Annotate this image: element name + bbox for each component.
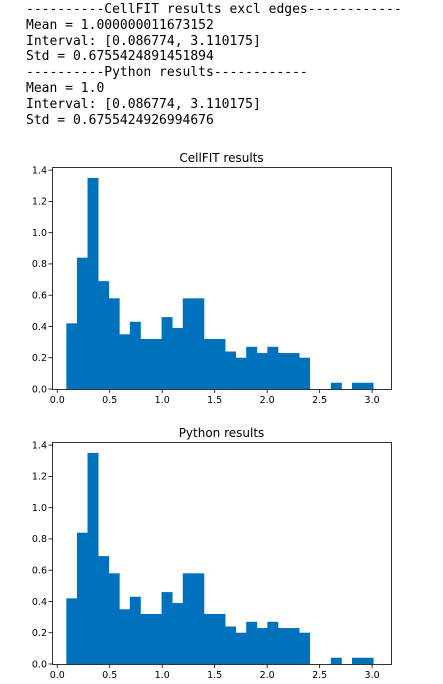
histogram-bar xyxy=(362,657,374,664)
histogram-bar xyxy=(267,346,279,389)
x-tick-label: 3.0 xyxy=(365,395,380,406)
y-tick-label: 0.0 xyxy=(32,659,47,670)
histogram-bar xyxy=(150,338,162,389)
histogram-bar xyxy=(203,613,215,664)
x-tick-label: 1.0 xyxy=(155,670,170,681)
histogram-bar xyxy=(76,257,88,389)
x-tick-label: 3.0 xyxy=(365,670,380,681)
y-tick-label: 1.2 xyxy=(32,472,47,483)
histogram-bar xyxy=(288,628,300,664)
histogram-bar xyxy=(214,613,226,664)
histogram-bar xyxy=(288,353,300,389)
histogram-bar xyxy=(119,609,131,664)
console-line: Std = 0.6755424891451894 xyxy=(26,49,214,65)
x-tick-label: 2.5 xyxy=(312,395,327,406)
histogram-bar xyxy=(277,628,289,664)
histogram-bar xyxy=(76,532,88,664)
histogram-bar xyxy=(87,452,99,664)
histogram-bar xyxy=(129,321,141,389)
console-line: Std = 0.6755424926994676 xyxy=(26,112,214,128)
x-tick-label: 0.5 xyxy=(102,670,117,681)
histogram-bar xyxy=(267,621,279,664)
histogram-bar xyxy=(235,632,247,664)
y-tick-label: 0.4 xyxy=(32,322,47,333)
x-tick-label: 1.5 xyxy=(207,670,222,681)
histogram-bar xyxy=(203,338,215,389)
console-line: ----------CellFIT results excl edges----… xyxy=(26,2,402,17)
histogram-bar xyxy=(225,351,237,389)
histogram-bar xyxy=(235,357,247,389)
histogram-bar xyxy=(150,613,162,664)
histogram-bar xyxy=(214,338,226,389)
chart-title: Python results xyxy=(179,426,265,440)
x-tick-label: 2.5 xyxy=(312,670,327,681)
axes-frame xyxy=(52,167,392,390)
console-line: Mean = 1.0 xyxy=(26,80,105,96)
y-tick-label: 0.6 xyxy=(32,565,47,576)
x-tick-label: 1.0 xyxy=(155,395,170,406)
y-tick-label: 1.0 xyxy=(32,228,47,239)
y-tick-label: 1.4 xyxy=(32,440,47,451)
histogram-bar xyxy=(299,357,311,389)
y-tick-label: 0.0 xyxy=(32,384,47,395)
histogram-bar xyxy=(256,353,268,389)
histogram-bar xyxy=(140,338,152,389)
histogram-bar xyxy=(172,328,184,389)
histogram-bar xyxy=(119,334,131,389)
histogram-bar xyxy=(66,598,78,664)
histogram-bar xyxy=(161,317,173,389)
histogram-bar xyxy=(330,382,342,389)
console-line: Mean = 1.000000011673152 xyxy=(26,17,214,33)
histogram-bar xyxy=(193,298,205,389)
histogram-bar xyxy=(362,382,374,389)
histogram-bar xyxy=(193,573,205,664)
histogram-bar xyxy=(225,626,237,664)
y-tick-label: 0.2 xyxy=(32,353,47,364)
x-tick-label: 0.0 xyxy=(50,670,65,681)
histogram-bar xyxy=(129,596,141,664)
y-tick-label: 0.8 xyxy=(32,534,47,545)
histogram-bar xyxy=(98,281,110,389)
histogram-bar xyxy=(330,657,342,664)
histogram-bar xyxy=(98,556,110,664)
chart-title: CellFIT results xyxy=(179,151,263,165)
histogram-bar xyxy=(299,632,311,664)
y-tick-label: 0.8 xyxy=(32,259,47,270)
console-line: Interval: [0.086774, 3.110175] xyxy=(26,96,261,112)
y-tick-label: 0.6 xyxy=(32,290,47,301)
x-tick-label: 2.0 xyxy=(260,670,275,681)
histogram-bar xyxy=(182,573,194,664)
console-output: ----------CellFIT results excl edges----… xyxy=(26,2,402,128)
x-tick-label: 2.0 xyxy=(260,395,275,406)
histogram-bar xyxy=(87,177,99,389)
histogram-bar xyxy=(277,353,289,389)
histogram-bar xyxy=(182,298,194,389)
y-tick-label: 1.2 xyxy=(32,197,47,208)
x-tick-label: 0.0 xyxy=(50,395,65,406)
x-tick-label: 1.5 xyxy=(207,395,222,406)
histogram-bar xyxy=(161,592,173,664)
y-tick-label: 1.0 xyxy=(32,503,47,514)
histogram-bar xyxy=(256,628,268,664)
console-line: Interval: [0.086774, 3.110175] xyxy=(26,33,261,49)
y-tick-label: 0.4 xyxy=(32,597,47,608)
histogram-bar xyxy=(66,323,78,389)
x-tick-label: 0.5 xyxy=(102,395,117,406)
histogram-bar xyxy=(140,613,152,664)
histogram-bar xyxy=(108,573,120,664)
histogram-bar xyxy=(172,603,184,664)
y-tick-label: 1.4 xyxy=(32,165,47,176)
cellfit-histogram: CellFIT results 0.0 0.5 1.0 1.5 2.0 2.5 3.0 0.0 0… xyxy=(32,151,392,406)
y-tick-label: 0.2 xyxy=(32,628,47,639)
histogram-bar xyxy=(351,382,363,389)
histogram-bar xyxy=(246,346,258,389)
histogram-bar xyxy=(351,657,363,664)
python-histogram: Python results 0.0 0.5 1.0 1.5 2.0 2.5 3.0 0.0 0.… xyxy=(32,426,392,681)
console-line: ----------Python results------------ xyxy=(26,65,308,81)
histogram-bar xyxy=(246,621,258,664)
axes-frame xyxy=(52,442,392,665)
histogram-bar xyxy=(108,298,120,389)
